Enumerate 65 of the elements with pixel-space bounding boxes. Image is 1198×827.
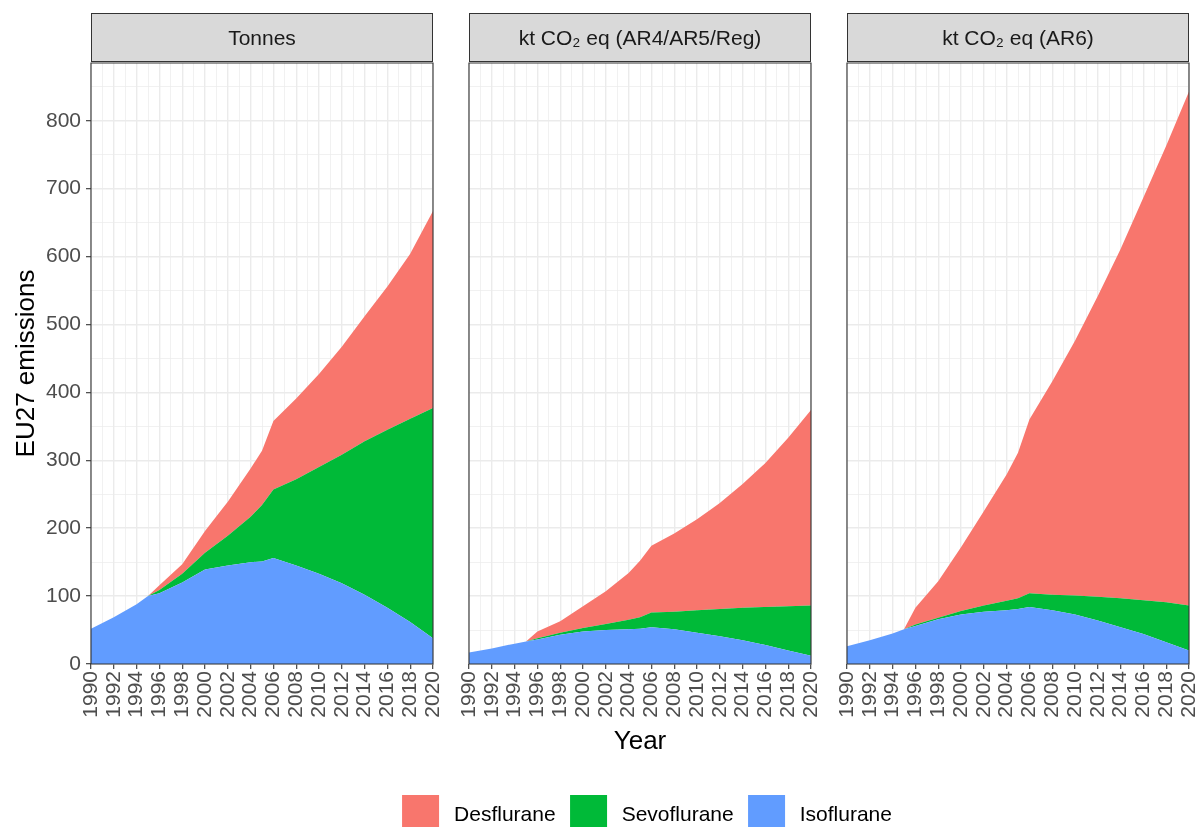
x-tick-label: 2004 <box>237 670 261 718</box>
x-tick-label: 2000 <box>947 671 971 718</box>
x-tick-label: 2014 <box>729 670 753 718</box>
x-tick-label: 2016 <box>1130 671 1154 718</box>
x-tick-label: 2002 <box>592 671 616 718</box>
x-tick-label: 2000 <box>191 671 215 718</box>
legend-label: Isoflurane <box>799 802 892 826</box>
y-tick-label: 400 <box>45 379 81 403</box>
x-tick-label: 2012 <box>1084 671 1108 718</box>
y-tick-label: 300 <box>45 447 81 471</box>
y-tick-label: 200 <box>45 514 81 538</box>
y-tick-label: 0 <box>69 650 81 674</box>
x-tick-label: 1996 <box>146 671 170 718</box>
legend-label: Sevoflurane <box>621 802 734 826</box>
x-tick-label: 2020 <box>1175 671 1198 718</box>
x-tick-label: 2010 <box>1061 671 1085 718</box>
x-tick-label: 2018 <box>397 671 420 718</box>
x-tick-label: 2000 <box>569 671 593 718</box>
x-tick-label: 1996 <box>524 671 548 718</box>
x-tick-label: 2014 <box>351 670 375 718</box>
y-axis-title: EU27 emissions <box>9 269 40 458</box>
legend-label: Desflurane <box>454 802 556 826</box>
x-tick-label: 2012 <box>706 671 730 718</box>
y-tick-label: 800 <box>45 107 81 131</box>
x-tick-label: 2014 <box>1107 670 1131 718</box>
x-tick-label: 2018 <box>775 671 798 718</box>
x-tick-label: 2008 <box>1039 671 1062 718</box>
x-tick-label: 2006 <box>260 671 284 718</box>
x-tick-label: 2018 <box>1153 671 1176 718</box>
y-tick-label: 600 <box>45 243 81 267</box>
x-tick-label: 2002 <box>970 671 994 718</box>
x-tick-label: 2008 <box>283 671 306 718</box>
chart-title: kt CO₂ eq (AR4/AR5/Reg) <box>469 13 811 62</box>
x-tick-label: 1990 <box>833 671 857 718</box>
x-tick-label: 2012 <box>328 671 352 718</box>
x-axis-title: Year <box>613 724 667 755</box>
chart-title: kt CO₂ eq (AR6) <box>847 13 1189 62</box>
x-tick-label: 2006 <box>1016 671 1040 718</box>
x-tick-label: 1990 <box>455 671 479 718</box>
y-tick-label: 100 <box>45 582 81 606</box>
x-tick-label: 2008 <box>661 671 684 718</box>
chart-title: Tonnes <box>91 13 433 62</box>
x-tick-label: 1992 <box>856 671 880 718</box>
x-tick-label: 2004 <box>615 670 639 718</box>
y-tick-label: 700 <box>45 175 81 199</box>
x-tick-label: 2010 <box>683 671 707 718</box>
x-tick-label: 2016 <box>752 671 776 718</box>
x-tick-label: 2010 <box>305 671 329 718</box>
x-tick-label: 1994 <box>879 670 903 718</box>
x-tick-label: 2006 <box>638 671 662 718</box>
x-tick-label: 1992 <box>478 671 502 718</box>
x-tick-label: 1992 <box>100 671 124 718</box>
x-tick-label: 2002 <box>214 671 238 718</box>
x-tick-label: 1994 <box>123 670 147 718</box>
y-tick-label: 500 <box>45 311 81 335</box>
x-tick-label: 1998 <box>925 671 948 718</box>
x-tick-label: 1998 <box>547 671 570 718</box>
x-tick-label: 2016 <box>374 671 398 718</box>
x-tick-label: 2020 <box>419 671 443 718</box>
x-tick-label: 1994 <box>501 670 525 718</box>
x-tick-label: 2020 <box>797 671 821 718</box>
x-tick-label: 1996 <box>902 671 926 718</box>
x-tick-label: 1990 <box>77 671 101 718</box>
x-tick-label: 1998 <box>169 671 192 718</box>
x-tick-label: 2004 <box>993 670 1017 718</box>
